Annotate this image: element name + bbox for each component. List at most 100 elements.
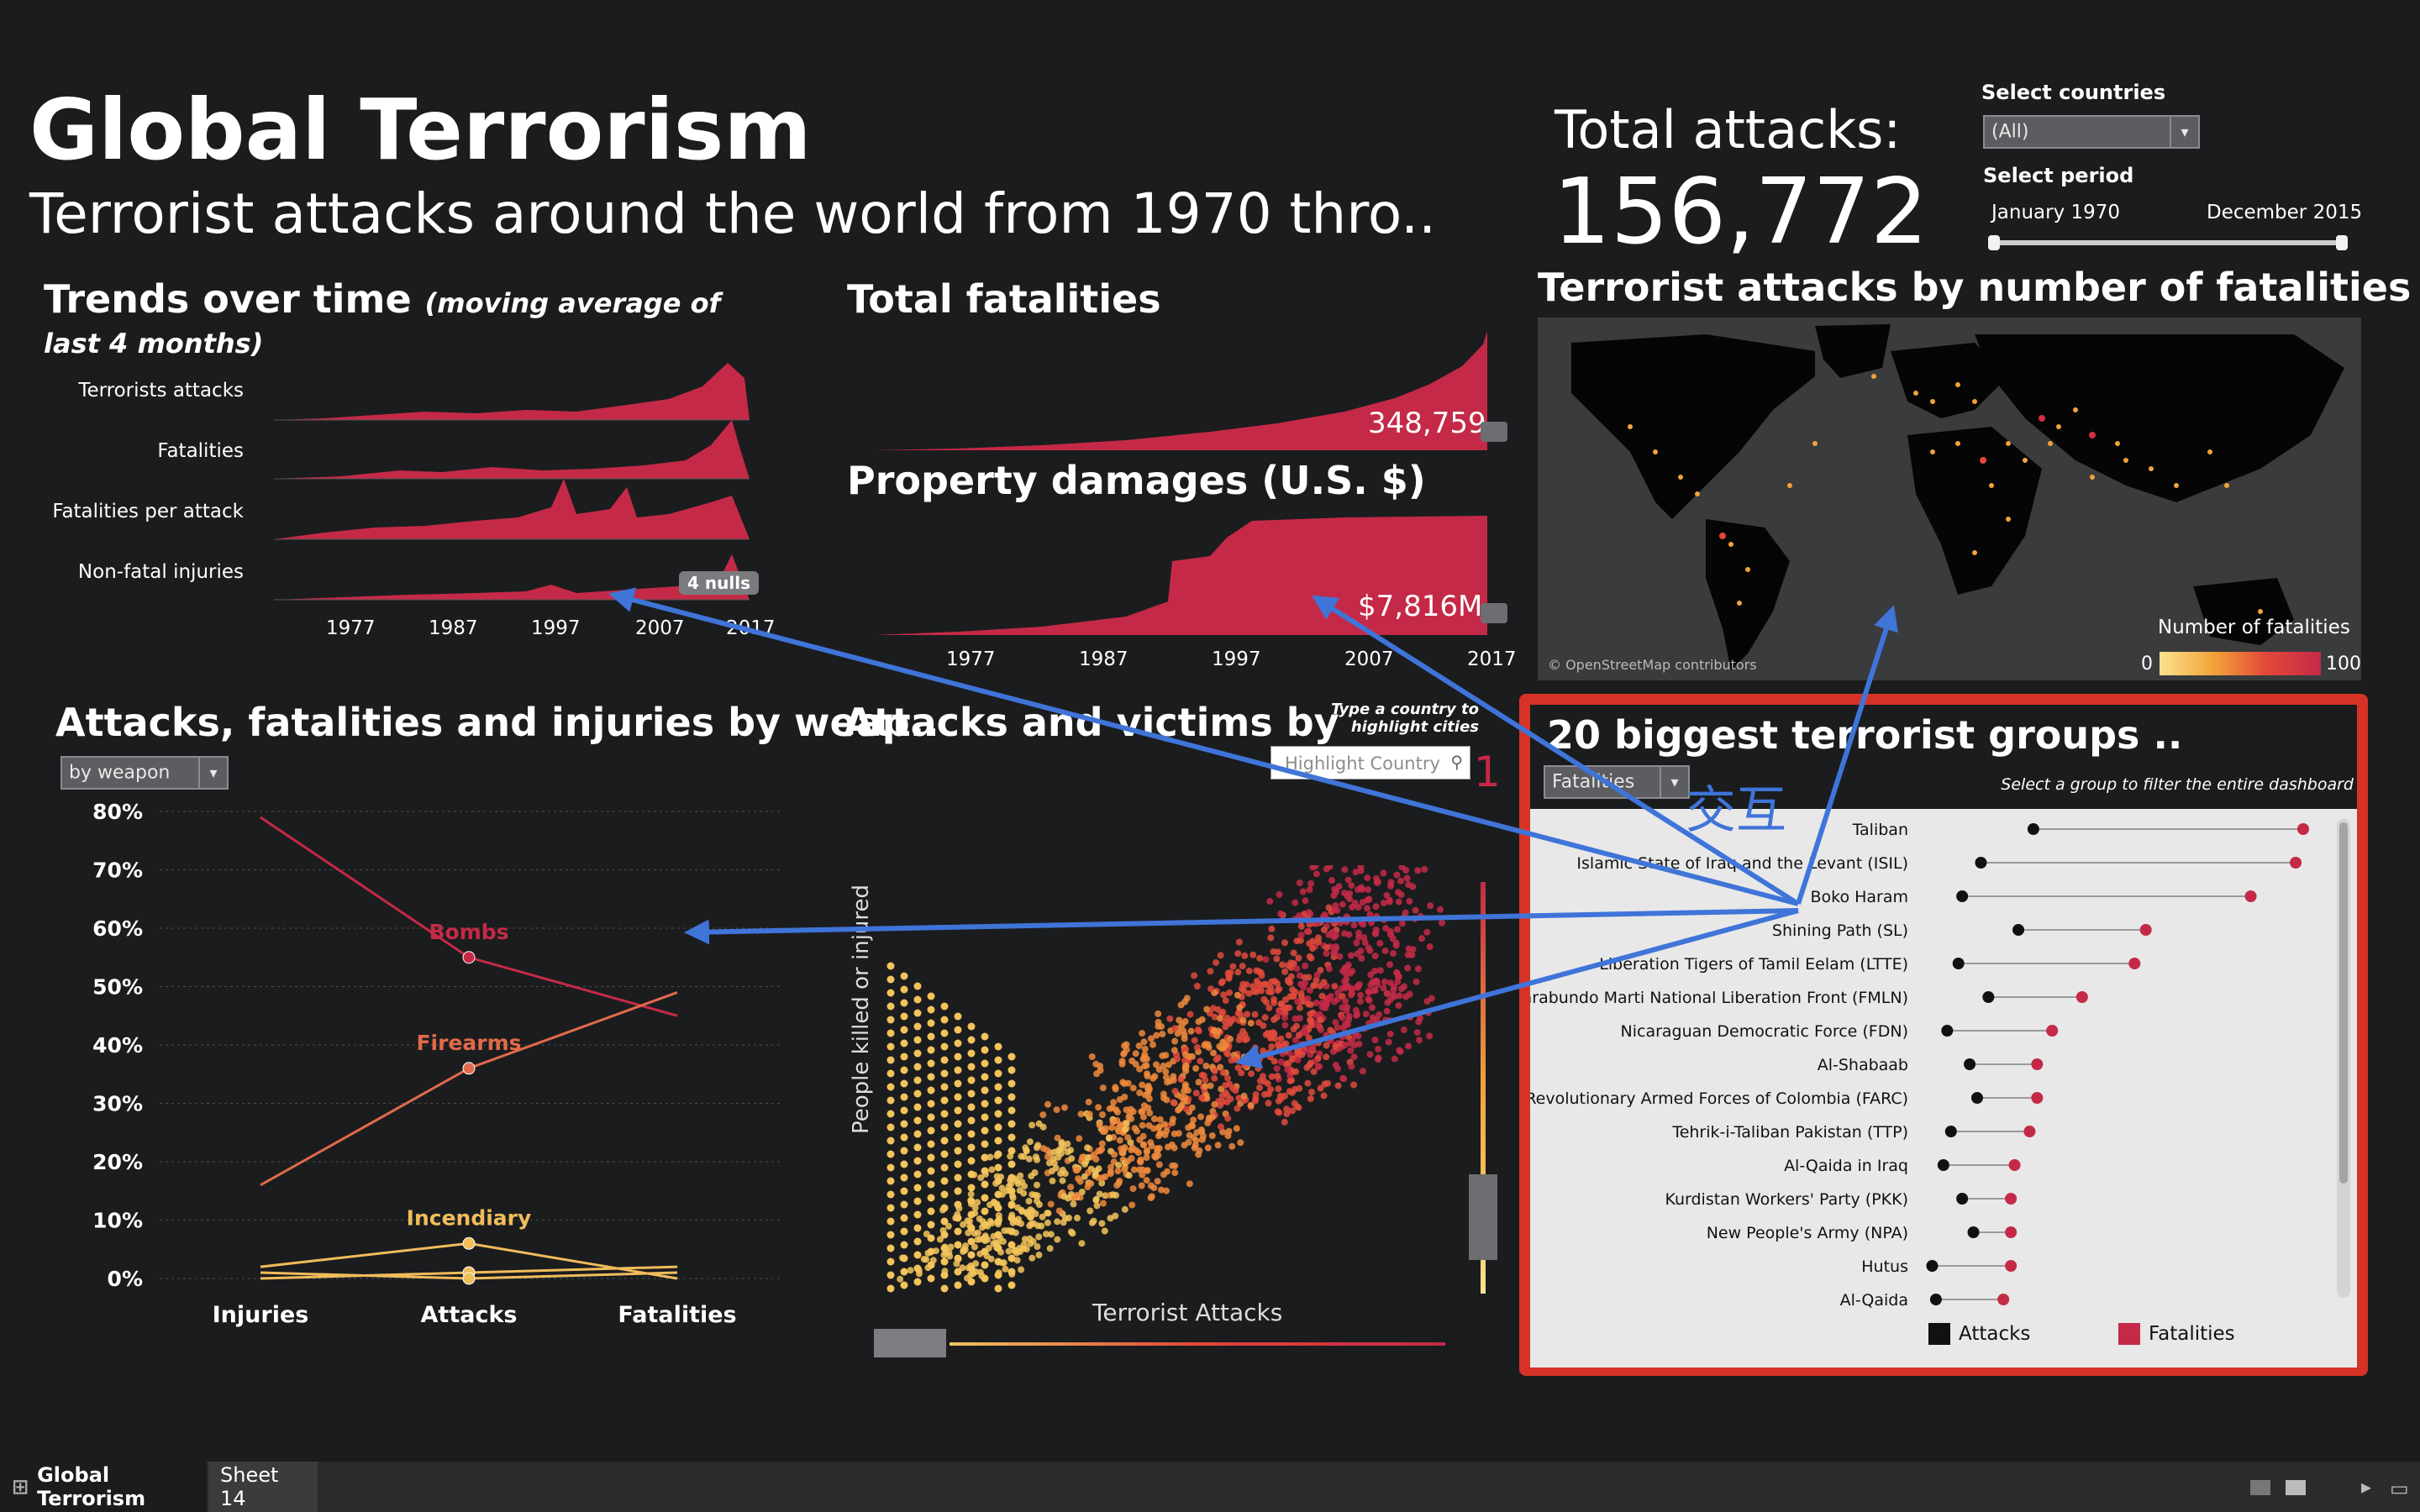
scatter-point[interactable] bbox=[1358, 954, 1365, 962]
scatter-point[interactable] bbox=[1355, 885, 1362, 893]
scatter-point[interactable] bbox=[1133, 1127, 1140, 1135]
scatter-point[interactable] bbox=[1400, 1026, 1407, 1033]
group-fatalities-dot[interactable] bbox=[2244, 890, 2257, 902]
scatter-point[interactable] bbox=[1356, 998, 1364, 1005]
scatter-point[interactable] bbox=[1096, 1190, 1103, 1198]
scatter-point[interactable] bbox=[1050, 1159, 1058, 1167]
scatter-point[interactable] bbox=[1437, 906, 1444, 913]
scatter-point[interactable] bbox=[900, 1120, 908, 1128]
scatter-point[interactable] bbox=[1317, 967, 1324, 974]
scatter-point[interactable] bbox=[967, 1184, 976, 1192]
scatter-point[interactable] bbox=[1276, 1009, 1283, 1016]
world-map[interactable]: © OpenStreetMap contributors Number of f… bbox=[1538, 318, 2361, 680]
scatter-point[interactable] bbox=[1186, 1131, 1193, 1139]
scatter-point[interactable] bbox=[1228, 1142, 1236, 1150]
scatter-point[interactable] bbox=[1039, 1145, 1047, 1152]
scatter-point[interactable] bbox=[1203, 1005, 1211, 1013]
scatter-point[interactable] bbox=[1386, 961, 1394, 969]
scatter-point[interactable] bbox=[1222, 997, 1229, 1005]
scatter-point[interactable] bbox=[954, 1106, 962, 1115]
scatter-point[interactable] bbox=[900, 1026, 908, 1034]
scatter-point[interactable] bbox=[1200, 1072, 1207, 1079]
scatter-point[interactable] bbox=[1159, 1052, 1166, 1059]
scatter-point[interactable] bbox=[1350, 1081, 1358, 1089]
scatter-point[interactable] bbox=[1132, 1050, 1139, 1058]
scatter-point[interactable] bbox=[1304, 1079, 1312, 1087]
scatter-point[interactable] bbox=[1034, 1197, 1040, 1205]
scatter-point[interactable] bbox=[1202, 1063, 1210, 1069]
scatter-point[interactable] bbox=[1426, 943, 1434, 950]
scatter-point[interactable] bbox=[1034, 1144, 1040, 1152]
scatter-point[interactable] bbox=[994, 1056, 1002, 1064]
scatter-point[interactable] bbox=[976, 1215, 983, 1222]
scatter-point[interactable] bbox=[1058, 1138, 1065, 1146]
group-attacks-dot[interactable] bbox=[2027, 823, 2039, 835]
scatter-point[interactable] bbox=[1107, 1170, 1114, 1178]
scatter-point[interactable] bbox=[1021, 1236, 1028, 1243]
group-label[interactable]: Taliban bbox=[1852, 821, 1908, 839]
scatter-point[interactable] bbox=[1307, 1095, 1314, 1102]
scatter-point[interactable] bbox=[1081, 1160, 1088, 1168]
scatter-point[interactable] bbox=[1018, 1266, 1025, 1273]
scatter-point[interactable] bbox=[1193, 983, 1201, 990]
scatter-point[interactable] bbox=[1226, 989, 1234, 996]
scatter-point[interactable] bbox=[1396, 992, 1403, 1000]
scatter-point[interactable] bbox=[1361, 938, 1369, 946]
scatter-point[interactable] bbox=[954, 1066, 962, 1074]
scatter-point[interactable] bbox=[1255, 985, 1262, 992]
scatter-point[interactable] bbox=[1060, 1104, 1068, 1111]
group-attacks-dot[interactable] bbox=[1975, 857, 1987, 869]
scatter-point[interactable] bbox=[967, 1251, 976, 1259]
scatter-point[interactable] bbox=[1171, 1047, 1178, 1054]
scatter-point[interactable] bbox=[967, 1170, 976, 1179]
scatter-point[interactable] bbox=[1426, 1032, 1434, 1040]
scatter-point[interactable] bbox=[1039, 1123, 1047, 1131]
scatter-point[interactable] bbox=[1077, 1110, 1085, 1118]
scatter-point[interactable] bbox=[1138, 1108, 1145, 1116]
scatter-point[interactable] bbox=[1323, 944, 1330, 952]
scatter-point[interactable] bbox=[1357, 948, 1365, 955]
scatter-point[interactable] bbox=[1281, 968, 1289, 975]
scatter-point[interactable] bbox=[1297, 932, 1305, 939]
scatter-point[interactable] bbox=[1102, 1173, 1109, 1180]
scatter-point[interactable] bbox=[1283, 1105, 1291, 1113]
scatter-point[interactable] bbox=[1211, 1100, 1218, 1108]
scatter-point[interactable] bbox=[940, 1257, 949, 1266]
scatter-point[interactable] bbox=[886, 1217, 895, 1226]
scatter-point[interactable] bbox=[1365, 886, 1371, 894]
scatter-point[interactable] bbox=[1234, 950, 1242, 958]
scatter-point[interactable] bbox=[1055, 1207, 1063, 1215]
scatter-point[interactable] bbox=[1007, 1173, 1016, 1182]
scatter-point[interactable] bbox=[1244, 1011, 1251, 1018]
weapon-dropdown[interactable]: by weapon ▾ bbox=[60, 756, 229, 790]
scatter-point[interactable] bbox=[1222, 1082, 1229, 1089]
scatter-point[interactable] bbox=[900, 1281, 908, 1289]
group-fatalities-dot[interactable] bbox=[1997, 1294, 2010, 1305]
scatter-point[interactable] bbox=[994, 1204, 1002, 1212]
scatter-point[interactable] bbox=[1321, 911, 1328, 919]
scatter-point[interactable] bbox=[913, 1049, 922, 1058]
scatter-point[interactable] bbox=[1245, 967, 1253, 974]
scatter-point[interactable] bbox=[900, 972, 908, 980]
scatter-point[interactable] bbox=[1308, 1089, 1315, 1095]
group-fatalities-dot[interactable] bbox=[2023, 1126, 2036, 1137]
scatter-point[interactable] bbox=[1239, 1016, 1247, 1024]
scatter-point[interactable] bbox=[1277, 1058, 1285, 1066]
scatter-point[interactable] bbox=[900, 1147, 908, 1155]
scatter-point[interactable] bbox=[940, 1244, 949, 1252]
group-label[interactable]: Liberation Tigers of Tamil Eelam (LTTE) bbox=[1599, 955, 1908, 974]
scatter-point[interactable] bbox=[886, 1163, 895, 1172]
scatter-point[interactable] bbox=[913, 1224, 922, 1232]
scatter-point[interactable] bbox=[1427, 902, 1434, 910]
scatter-point[interactable] bbox=[1007, 1200, 1016, 1209]
scatter-point[interactable] bbox=[1275, 1041, 1281, 1048]
scatter-point[interactable] bbox=[940, 1163, 949, 1172]
scatter-point[interactable] bbox=[987, 1255, 995, 1263]
scatter-point[interactable] bbox=[1218, 1092, 1226, 1100]
scatter-point[interactable] bbox=[981, 1153, 989, 1162]
scatter-point[interactable] bbox=[1346, 969, 1354, 977]
scatter-point[interactable] bbox=[1297, 922, 1305, 930]
scatter-point[interactable] bbox=[1118, 1149, 1126, 1157]
scatter-point[interactable] bbox=[1155, 1010, 1162, 1017]
scatter-point[interactable] bbox=[1034, 1243, 1041, 1250]
